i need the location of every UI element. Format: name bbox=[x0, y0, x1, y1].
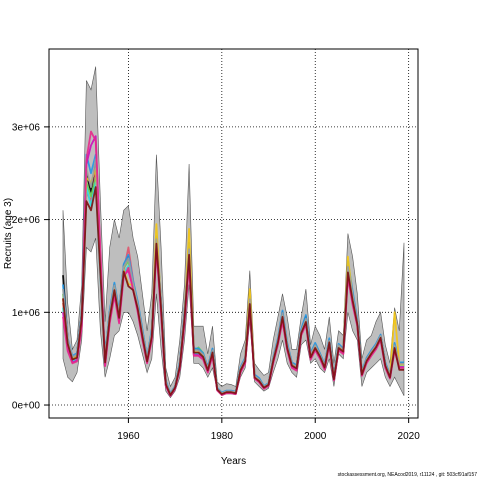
x-tick-label: 2000 bbox=[304, 431, 327, 442]
footer-credit: stockassessment.org, NEAcod2019, r11124 … bbox=[337, 472, 477, 478]
y-tick-label: 3e+06 bbox=[12, 122, 41, 133]
x-tick-label: 1980 bbox=[211, 431, 234, 442]
series-line-10 bbox=[62, 186, 404, 396]
x-axis-title: Years bbox=[221, 456, 246, 467]
y-tick-label: 2e+06 bbox=[12, 215, 41, 226]
x-tick-label: 1960 bbox=[117, 431, 140, 442]
x-axis: 1960 1980 2000 2020 bbox=[117, 418, 420, 442]
confidence-band bbox=[62, 66, 405, 399]
y-tick-label: 0e+00 bbox=[12, 401, 41, 412]
plot-frame bbox=[48, 48, 419, 419]
y-axis-title: Recruits (age 3) bbox=[3, 198, 14, 269]
band-area bbox=[62, 66, 405, 399]
x-tick-label: 2020 bbox=[398, 431, 421, 442]
y-axis: 0e+00 1e+06 2e+06 3e+06 bbox=[12, 122, 49, 412]
series-lines bbox=[62, 130, 404, 397]
y-tick-label: 1e+06 bbox=[12, 308, 41, 319]
